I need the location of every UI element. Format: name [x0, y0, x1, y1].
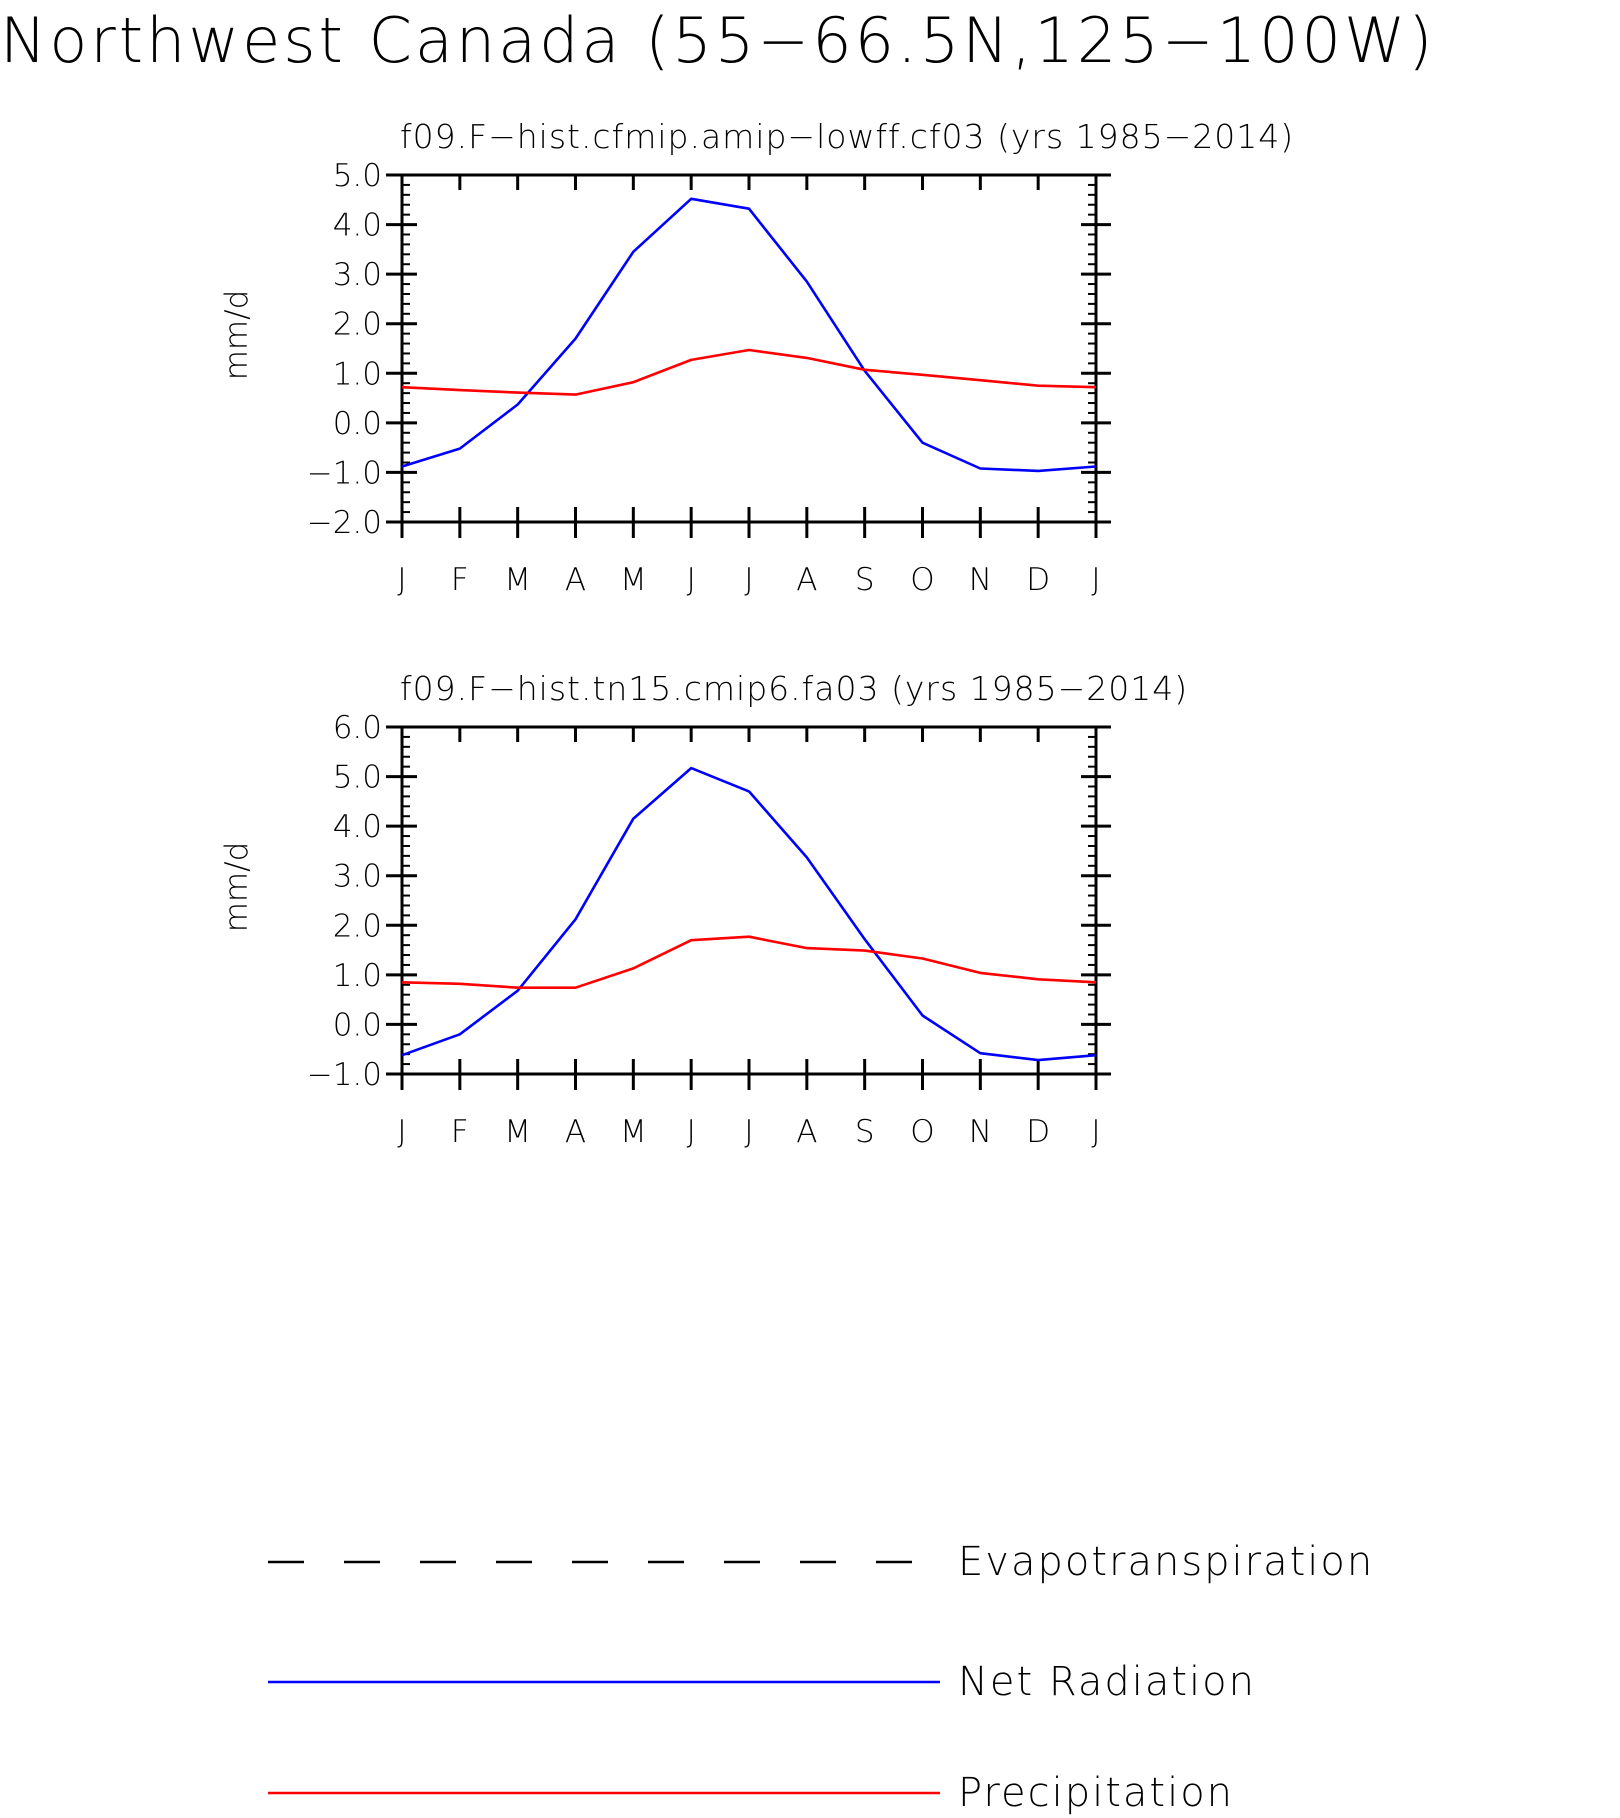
plot-marks [401, 766, 1097, 1062]
panel-title: f09.F−hist.cfmip.amip−lowff.cf03 (yrs 19… [400, 117, 1294, 156]
y-tick-label: 0.0 [333, 406, 382, 442]
y-tick-label: −2.0 [307, 505, 382, 541]
x-tick-label: J [687, 1114, 696, 1150]
y-tick-label: 3.0 [333, 257, 382, 293]
x-tick-label: F [451, 562, 469, 598]
y-tick-label: 5.0 [333, 158, 382, 194]
x-tick-label: J [1091, 562, 1100, 598]
y-tick-label: 0.0 [333, 1007, 382, 1043]
y-tick-label: 5.0 [333, 760, 382, 796]
x-tick-label: M [620, 562, 647, 598]
x-tick-label: O [910, 1114, 934, 1150]
x-tick-label: M [504, 1114, 531, 1150]
panel-title: f09.F−hist.tn15.cmip6.fa03 (yrs 1985−201… [400, 669, 1188, 708]
x-tick-label: J [687, 562, 696, 598]
y-tick-label: 1.0 [333, 958, 382, 994]
panel-top: f09.F−hist.cfmip.amip−lowff.cf03 (yrs 19… [219, 117, 1294, 598]
y-tick-label: 4.0 [333, 208, 382, 244]
y-tick-label: 3.0 [333, 859, 382, 895]
y-tick-label: 2.0 [333, 908, 382, 944]
x-tick-label: O [910, 562, 934, 598]
plot-frame [400, 725, 1098, 1076]
axes-frame: J F M A M J J A S O N D J−2.0−1.00.01.02.03.04.05.0 [307, 158, 1111, 598]
y-tick-label: −1.0 [307, 1057, 382, 1093]
x-tick-label: J [397, 1114, 406, 1150]
x-tick-label: A [565, 562, 586, 598]
x-tick-label: S [855, 1114, 875, 1150]
y-tick-label: 1.0 [333, 356, 382, 392]
legend: Evapotranspiration Net Radiation Precipi… [268, 1539, 1374, 1816]
panel-bottom: f09.F−hist.tn15.cmip6.fa03 (yrs 1985−201… [219, 669, 1188, 1150]
y-axis-label: mm/d [219, 842, 255, 933]
x-tick-label: M [504, 562, 531, 598]
x-tick-label: M [620, 1114, 647, 1150]
x-tick-label: A [565, 1114, 586, 1150]
x-tick-label: N [969, 562, 992, 598]
x-tick-label: J [397, 562, 406, 598]
y-tick-label: 2.0 [333, 307, 382, 343]
x-tick-label: J [1091, 1114, 1100, 1150]
legend-label-precipitation: Precipitation [958, 1770, 1234, 1816]
y-tick-label: 4.0 [333, 809, 382, 845]
y-axis-label: mm/d [219, 290, 255, 381]
x-tick-label: J [744, 562, 753, 598]
x-tick-label: A [796, 562, 817, 598]
legend-label-evapotranspiration: Evapotranspiration [958, 1539, 1374, 1585]
y-tick-label: 6.0 [333, 710, 382, 746]
figure-title: Northwest Canada (55−66.5N,125−100W) [0, 4, 1436, 77]
x-tick-label: D [1026, 1114, 1050, 1150]
x-tick-label: S [855, 562, 875, 598]
x-tick-label: F [451, 1114, 469, 1150]
series-line-net-radiation [401, 197, 1097, 473]
plot-marks [401, 197, 1097, 473]
x-tick-label: D [1026, 562, 1050, 598]
series-line-precipitation [401, 348, 1097, 396]
x-tick-label: A [796, 1114, 817, 1150]
series-line-net-radiation [401, 766, 1097, 1062]
legend-label-net-radiation: Net Radiation [958, 1659, 1256, 1705]
axes-frame: J F M A M J J A S O N D J−1.00.01.02.03.04.05.06.0 [307, 710, 1111, 1150]
x-tick-label: J [744, 1114, 753, 1150]
y-tick-label: −1.0 [307, 455, 382, 491]
series-line-precipitation [401, 935, 1097, 990]
x-tick-label: N [969, 1114, 992, 1150]
